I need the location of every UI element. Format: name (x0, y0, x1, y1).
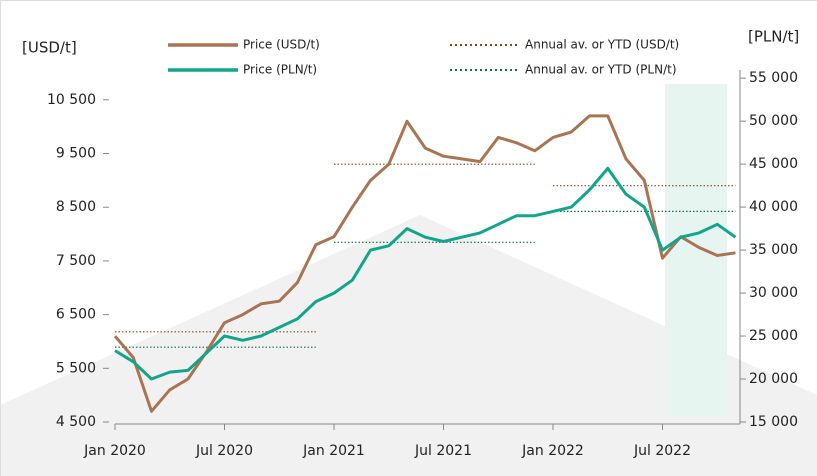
x-tick-label: Jul 2021 (414, 443, 472, 459)
highlight-band (665, 84, 727, 416)
y2-tick-label: 30 000 (749, 285, 798, 301)
y2-tick-label: 20 000 (749, 371, 798, 387)
x-tick-label: Jul 2022 (633, 443, 691, 459)
x-tick-label: Jul 2020 (195, 443, 253, 459)
legend-label: Price (PLN/t) (243, 63, 317, 77)
x-tick-label: Jan 2022 (521, 443, 584, 459)
x-tick-label: Jan 2021 (302, 443, 365, 459)
y-tick-label: 6 500 (56, 307, 96, 323)
y2-tick-label: 45 000 (749, 156, 798, 172)
legend-label: Annual av. or YTD (USD/t) (525, 38, 679, 52)
x-tick-label: Jan 2020 (83, 443, 146, 459)
y2-tick-label: 55 000 (749, 70, 798, 86)
y-tick-label: 10 500 (47, 92, 96, 108)
y-tick-label: 5 500 (56, 360, 96, 376)
y2-tick-label: 15 000 (749, 414, 798, 430)
y2-tick-label: 25 000 (749, 328, 798, 344)
y-tick-label: 4 500 (56, 414, 96, 430)
background-shape (0, 215, 817, 476)
legend-label: Price (USD/t) (243, 38, 320, 52)
price-line (114, 166, 737, 381)
y2-tick-label: 40 000 (749, 199, 798, 215)
price-line (113, 114, 736, 413)
y2-tick-label: 50 000 (749, 113, 798, 129)
y-tick-label: 7 500 (56, 253, 96, 269)
legend-label: Annual av. or YTD (PLN/t) (525, 63, 677, 77)
y-tick-label: 8 500 (56, 199, 96, 215)
y-tick-label: 9 500 (56, 146, 96, 162)
y2-tick-label: 35 000 (749, 242, 798, 258)
y-axis-label: [USD/t] (22, 39, 77, 57)
y2-axis-label: [PLN/t] (748, 28, 799, 46)
